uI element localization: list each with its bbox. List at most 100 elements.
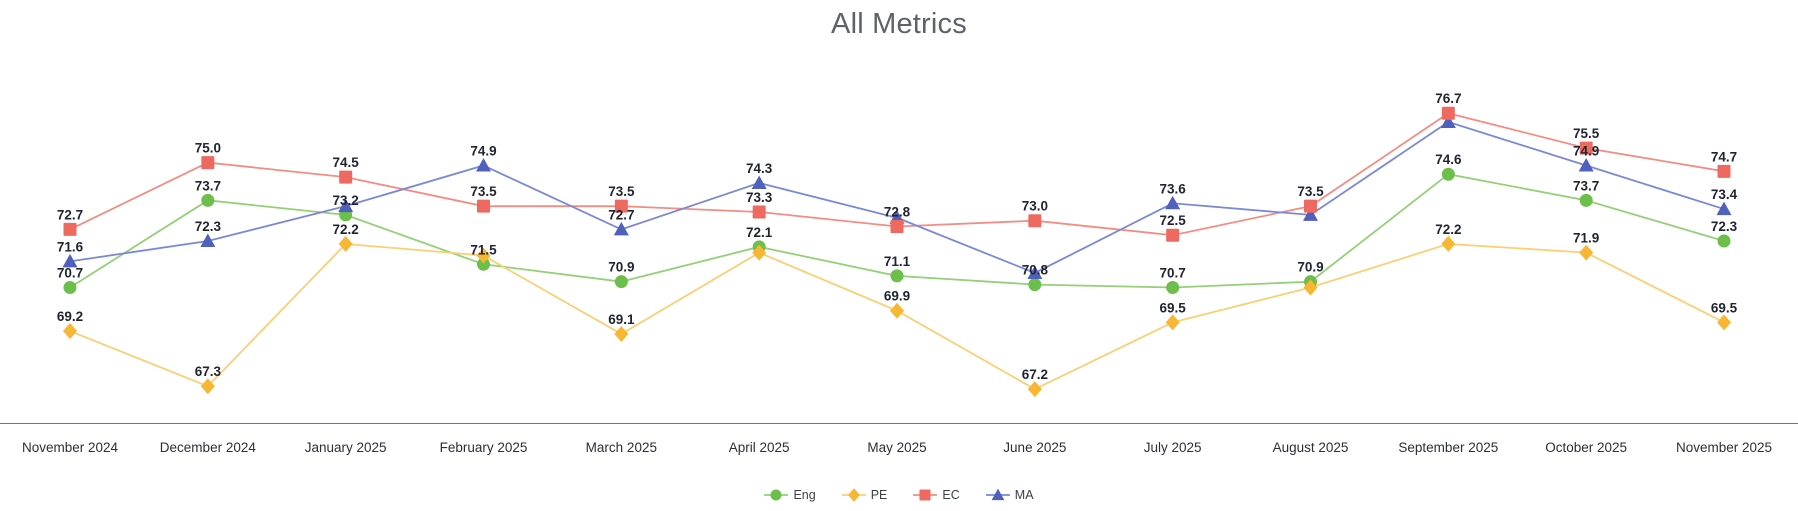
data-label-Eng: 71.5 — [470, 242, 497, 257]
data-point-MA[interactable] — [338, 198, 354, 213]
data-label-PE: 69.2 — [57, 309, 83, 324]
data-point-Eng[interactable] — [1441, 167, 1455, 181]
data-label-PE: 69.9 — [884, 289, 910, 304]
data-point-PE[interactable] — [1165, 314, 1180, 331]
data-point-PE[interactable] — [1027, 381, 1042, 398]
data-label-Eng: 70.7 — [1160, 265, 1186, 280]
data-point-EC[interactable] — [1579, 141, 1593, 155]
x-axis-tick-label: January 2025 — [305, 440, 387, 455]
data-label-MA: 72.3 — [195, 219, 222, 234]
data-point-Eng[interactable] — [1028, 278, 1042, 292]
data-point-MA[interactable] — [613, 221, 629, 236]
data-label-PE: 69.5 — [1711, 300, 1738, 315]
data-point-PE[interactable] — [614, 325, 629, 342]
data-point-EC[interactable] — [1441, 106, 1455, 120]
data-point-MA[interactable] — [1440, 114, 1456, 128]
x-axis-tick-label: March 2025 — [586, 440, 657, 455]
data-point-MA[interactable] — [1578, 158, 1594, 172]
x-axis-tick-label: February 2025 — [440, 440, 528, 455]
legend-item-PE[interactable]: PE — [841, 487, 887, 503]
data-label-MA: 71.6 — [57, 239, 84, 254]
data-point-PE[interactable] — [200, 378, 215, 395]
data-label-EC: 72.8 — [884, 205, 911, 220]
data-point-Eng[interactable] — [614, 275, 628, 289]
data-point-MA[interactable] — [1303, 207, 1318, 221]
data-label-EC: 73.5 — [470, 184, 497, 199]
data-label-Eng: 70.7 — [57, 265, 83, 280]
data-point-MA[interactable] — [62, 253, 78, 268]
data-point-EC[interactable] — [1028, 214, 1042, 228]
data-label-MA: 72.7 — [608, 207, 634, 222]
data-point-PE[interactable] — [338, 235, 353, 252]
legend-circle-icon — [764, 489, 789, 501]
data-point-Eng[interactable] — [1579, 193, 1593, 207]
legend-item-EC[interactable]: EC — [913, 487, 960, 503]
data-point-Eng[interactable] — [1166, 280, 1180, 294]
data-point-EC[interactable] — [1166, 228, 1180, 242]
data-point-MA[interactable] — [1165, 195, 1181, 210]
data-point-EC[interactable] — [1717, 164, 1731, 178]
data-point-EC[interactable] — [339, 170, 353, 184]
x-axis-tick-label: April 2025 — [729, 440, 790, 455]
legend-triangle-icon — [985, 488, 1010, 501]
data-point-PE[interactable] — [476, 247, 491, 264]
data-point-Eng[interactable] — [201, 193, 215, 207]
data-label-Eng: 70.8 — [1022, 263, 1049, 278]
data-label-Eng: 73.2 — [333, 193, 359, 208]
data-point-EC[interactable] — [1304, 199, 1317, 213]
legend-marker-Eng — [770, 489, 782, 501]
data-point-EC[interactable] — [614, 199, 628, 213]
x-axis-tick-label: November 2025 — [1676, 440, 1772, 455]
legend-marker-EC — [919, 489, 931, 501]
data-label-MA: 74.9 — [470, 144, 496, 159]
data-label-Eng: 72.1 — [746, 225, 773, 240]
data-point-Eng[interactable] — [63, 280, 77, 294]
legend-marker-PE — [847, 488, 860, 502]
data-label-PE: 67.2 — [1022, 367, 1048, 382]
data-label-PE: 71.9 — [1573, 231, 1599, 246]
legend-marker-MA — [991, 488, 1005, 501]
data-point-MA[interactable] — [751, 175, 767, 189]
data-point-PE[interactable] — [1303, 279, 1318, 296]
data-label-EC: 74.5 — [333, 155, 360, 170]
data-point-EC[interactable] — [201, 156, 215, 170]
data-point-MA[interactable] — [476, 158, 491, 172]
data-point-PE[interactable] — [890, 302, 904, 319]
data-point-Eng[interactable] — [1717, 234, 1731, 248]
data-label-EC: 75.0 — [195, 141, 221, 156]
data-label-PE: 72.2 — [333, 222, 359, 237]
data-label-EC: 74.7 — [1711, 149, 1737, 164]
data-label-MA: 73.6 — [1160, 181, 1187, 196]
data-label-MA: 74.3 — [746, 161, 773, 176]
x-axis-tick-label: December 2024 — [160, 440, 257, 455]
data-label-EC: 75.5 — [1573, 126, 1600, 141]
data-point-MA[interactable] — [1716, 201, 1732, 216]
data-point-PE[interactable] — [1579, 244, 1594, 261]
legend-diamond-icon — [841, 488, 866, 502]
data-label-Eng: 72.3 — [1711, 219, 1738, 234]
data-point-EC[interactable] — [477, 199, 490, 213]
legend-square-icon — [913, 489, 938, 501]
data-point-EC[interactable] — [890, 220, 904, 234]
data-label-EC: 73.3 — [746, 190, 773, 205]
data-point-PE[interactable] — [752, 244, 767, 261]
data-point-EC[interactable] — [752, 205, 766, 219]
data-label-MA: 73.4 — [1711, 187, 1738, 202]
data-label-Eng: 71.1 — [884, 254, 911, 269]
data-point-PE[interactable] — [1717, 314, 1731, 331]
data-label-MA: 74.9 — [1573, 144, 1599, 159]
data-point-PE[interactable] — [63, 323, 77, 340]
data-point-MA[interactable] — [200, 233, 216, 248]
data-label-EC: 73.5 — [1297, 184, 1324, 199]
data-point-MA[interactable] — [1027, 265, 1043, 279]
data-point-Eng[interactable] — [477, 257, 490, 271]
data-label-PE: 69.1 — [608, 312, 635, 327]
legend-item-Eng[interactable]: Eng — [764, 487, 816, 503]
data-point-EC[interactable] — [63, 222, 77, 236]
data-point-Eng[interactable] — [890, 269, 904, 283]
legend-item-MA[interactable]: MA — [985, 487, 1034, 503]
data-label-EC: 72.5 — [1160, 213, 1187, 228]
data-point-PE[interactable] — [1441, 235, 1456, 252]
data-label-Eng: 73.7 — [1573, 178, 1599, 193]
